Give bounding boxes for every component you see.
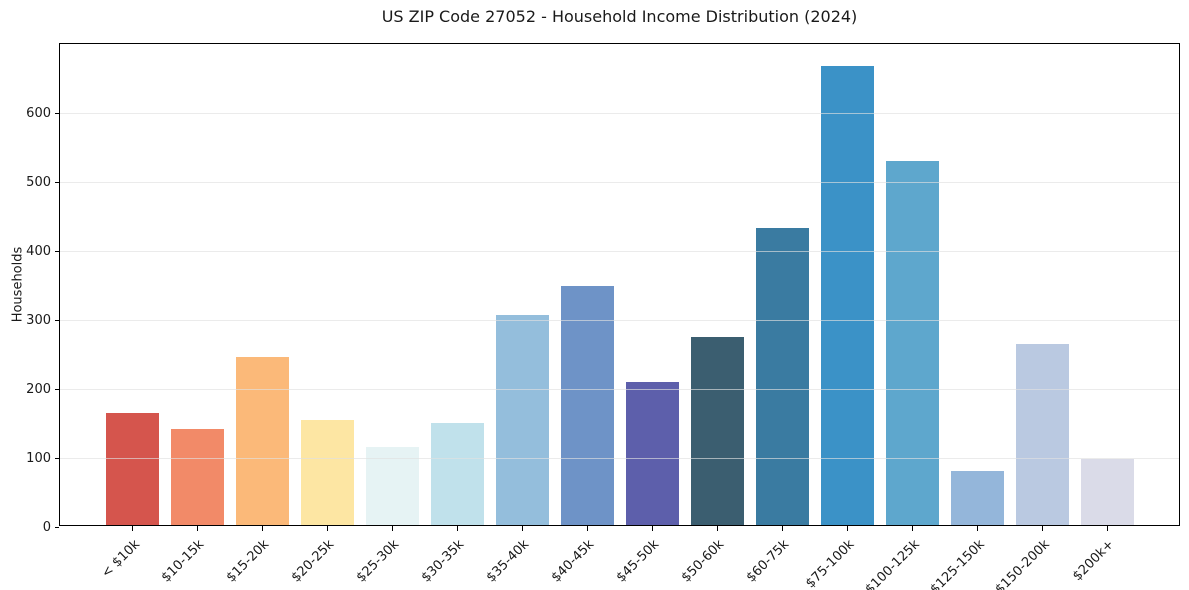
y-tick-label: 400: [26, 243, 51, 259]
x-axis-tick: [782, 526, 783, 531]
x-tick-label: $45-50k: [614, 537, 663, 586]
gridline: [60, 320, 1179, 321]
x-tick-label: $40-45k: [549, 537, 598, 586]
bar: [820, 66, 874, 525]
x-axis-tick: [327, 526, 328, 531]
x-axis-tick: [912, 526, 913, 531]
x-axis-tick: [392, 526, 393, 531]
bar: [300, 420, 354, 525]
x-tick-label: $100-125k: [862, 537, 923, 590]
bar: [625, 382, 679, 525]
chart-title: US ZIP Code 27052 - Household Income Dis…: [381, 7, 858, 26]
y-axis-tick: [55, 113, 59, 114]
y-tick-label: 500: [26, 174, 51, 190]
y-axis-tick: [55, 251, 59, 252]
x-axis-tick: [847, 526, 848, 531]
x-tick-label: $15-20k: [224, 537, 273, 586]
bar: [365, 447, 419, 525]
bar: [1015, 344, 1069, 525]
y-axis-tick: [55, 527, 59, 528]
y-tick-label: 100: [26, 450, 51, 466]
x-axis-tick: [1042, 526, 1043, 531]
plot-area: < $10k $10-15k $15-20k $20-25k $25-30k $30-35…: [26, 43, 1180, 590]
gridline: [60, 389, 1179, 390]
x-tick-label: $60-75k: [744, 537, 793, 586]
x-tick-label: $20-25k: [289, 537, 338, 586]
gridline: [60, 458, 1179, 459]
bar: [560, 285, 614, 525]
x-axis-tick: [522, 526, 523, 531]
x-tick-label: < $10k: [98, 537, 143, 582]
bar: [430, 422, 484, 525]
y-tick-label: 300: [26, 312, 51, 328]
bar: [235, 356, 289, 525]
x-axis-tick: [1107, 526, 1108, 531]
x-tick-label: $35-40k: [484, 537, 533, 586]
x-tick-label: $200k+: [1070, 537, 1118, 585]
y-axis-tick: [55, 182, 59, 183]
x-axis-tick: [587, 526, 588, 531]
y-axis-label: Households: [10, 246, 26, 323]
gridline: [60, 182, 1179, 183]
y-axis-tick: [55, 458, 59, 459]
bar: [495, 314, 549, 525]
gridline: [60, 251, 1179, 252]
bar: [105, 413, 159, 525]
y-tick-label: 200: [26, 381, 51, 397]
x-tick-label: $150-200k: [992, 537, 1053, 590]
bar: [1080, 459, 1134, 525]
y-axis-tick: [55, 320, 59, 321]
bar: [690, 336, 744, 525]
bar: [885, 161, 939, 525]
x-tick-label: $10-15k: [159, 537, 208, 586]
bar: [755, 228, 809, 525]
x-axis-tick: [197, 526, 198, 531]
bar: [170, 429, 224, 525]
gridline: [60, 113, 1179, 114]
x-tick-label: $25-30k: [354, 537, 403, 586]
x-axis-tick: [717, 526, 718, 531]
x-tick-label: $30-35k: [419, 537, 468, 586]
x-tick-label: $75-100k: [803, 537, 858, 590]
x-axis-tick: [457, 526, 458, 531]
x-tick-label: $50-60k: [679, 537, 728, 586]
x-axis-tick: [977, 526, 978, 531]
y-tick-label: 600: [26, 105, 51, 121]
y-axis-tick: [55, 389, 59, 390]
x-axis-tick: [262, 526, 263, 531]
x-tick-label: $125-150k: [927, 537, 988, 590]
y-tick-label: 0: [42, 519, 51, 535]
x-axis-tick: [652, 526, 653, 531]
x-axis-tick: [132, 526, 133, 531]
bar: [950, 471, 1004, 525]
